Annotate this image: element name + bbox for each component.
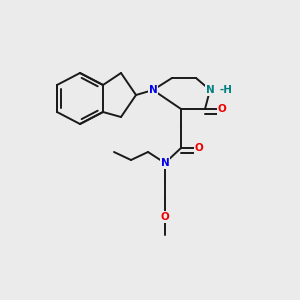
Text: O: O (195, 143, 203, 153)
Text: N: N (160, 158, 169, 168)
Text: -H: -H (219, 85, 232, 95)
Text: O: O (218, 104, 226, 114)
Text: O: O (160, 212, 169, 222)
Text: N: N (206, 85, 214, 95)
Text: N: N (148, 85, 158, 95)
